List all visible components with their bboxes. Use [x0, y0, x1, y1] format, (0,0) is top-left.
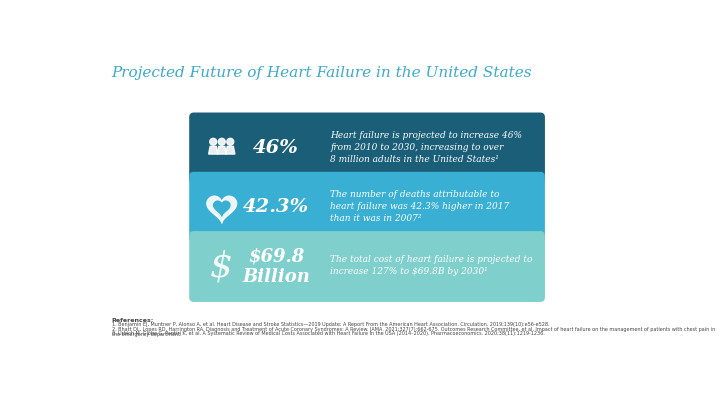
Text: The number of deaths attributable to
heart failure was 42.3% higher in 2017
than: The number of deaths attributable to hea…: [330, 190, 510, 223]
Polygon shape: [207, 196, 237, 223]
Text: 3. Urbich M, Globe G, Pantiri K, et al. A Systematic Review of Medical Costs Ass: 3. Urbich M, Globe G, Pantiri K, et al. …: [112, 331, 544, 336]
Text: $69.8
Billion: $69.8 Billion: [242, 247, 310, 286]
Text: 42.3%: 42.3%: [243, 198, 309, 216]
Polygon shape: [209, 146, 218, 154]
FancyBboxPatch shape: [189, 172, 545, 243]
FancyBboxPatch shape: [189, 113, 545, 183]
Text: 46%: 46%: [253, 139, 299, 157]
Text: Heart failure is projected to increase 46%
from 2010 to 2030, increasing to over: Heart failure is projected to increase 4…: [330, 130, 522, 164]
Circle shape: [210, 138, 217, 145]
Circle shape: [218, 138, 225, 145]
Circle shape: [227, 138, 234, 145]
Polygon shape: [217, 146, 226, 154]
Text: $: $: [210, 249, 233, 284]
Text: Projected Future of Heart Failure in the United States: Projected Future of Heart Failure in the…: [112, 66, 532, 79]
Text: The total cost of heart failure is projected to
increase 127% to $69.8B by 2030¹: The total cost of heart failure is proje…: [330, 255, 533, 276]
Text: References:: References:: [112, 318, 154, 323]
FancyBboxPatch shape: [189, 231, 545, 302]
Text: 1. Benjamin EJ, Muntner P, Alonso A, et al. Heart Disease and Stroke Statistics—: 1. Benjamin EJ, Muntner P, Alonso A, et …: [112, 322, 549, 327]
Text: 2. Bhatt DL, Lopes RD, Harrington RA. Diagnosis and Treatment of Acute Coronary : 2. Bhatt DL, Lopes RD, Harrington RA. Di…: [112, 326, 715, 337]
Polygon shape: [225, 146, 235, 154]
Polygon shape: [214, 201, 230, 216]
